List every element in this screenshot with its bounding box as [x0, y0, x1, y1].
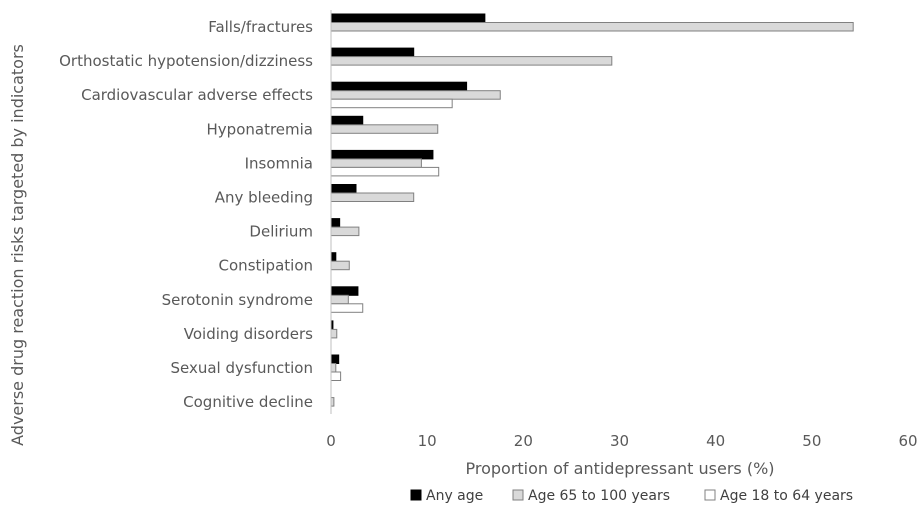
category-label: Any bleeding: [215, 189, 313, 207]
x-tick-label: 0: [326, 432, 336, 450]
category-label: Constipation: [219, 257, 313, 275]
legend-label: Any age: [426, 488, 483, 504]
bar: [330, 260, 350, 271]
x-tick-labels: 0 10 20 30 40 50 60: [326, 432, 917, 450]
bar: [330, 371, 342, 381]
category-label: Insomnia: [245, 154, 313, 172]
bar: [330, 90, 501, 100]
bar: [330, 303, 364, 313]
x-axis-title: Proportion of antidepressant users (%): [465, 459, 774, 478]
bar: [330, 184, 357, 194]
category-label: Voiding disorders: [184, 325, 313, 343]
category-label: Falls/fractures: [208, 18, 313, 36]
bar: [330, 252, 337, 262]
bar: [330, 294, 349, 305]
bar: [330, 47, 415, 58]
bar: [330, 226, 360, 237]
x-tick-label: 50: [802, 432, 821, 450]
category-label: Sexual dysfunction: [171, 359, 314, 377]
category-label: Delirium: [249, 223, 313, 241]
bar: [330, 354, 340, 364]
x-tick-label: 10: [418, 432, 437, 450]
bar: [330, 158, 422, 168]
category-label: Cardiovascular adverse effects: [81, 86, 313, 104]
bar: [330, 166, 440, 177]
bar: [330, 328, 338, 339]
x-tick-label: 60: [898, 432, 917, 450]
bar: [330, 149, 434, 160]
category-label: Hyponatremia: [207, 120, 313, 138]
bar: [330, 124, 439, 134]
x-tick-label: 20: [514, 432, 533, 450]
category-label: Serotonin syndrome: [162, 291, 313, 309]
category-label: Orthostatic hypotension/dizziness: [59, 52, 313, 70]
bar: [330, 286, 359, 296]
bar: [330, 363, 337, 373]
bar: [330, 22, 854, 32]
bar: [330, 56, 613, 66]
bar: [330, 218, 341, 228]
legend-label: Age 65 to 100 years: [528, 488, 670, 504]
category-labels: Falls/fractures Orthostatic hypotension/d…: [59, 18, 313, 411]
x-tick-label: 40: [706, 432, 725, 450]
bar: [330, 192, 415, 202]
legend-swatch: [512, 489, 524, 501]
bar: [330, 98, 453, 109]
category-label: Cognitive decline: [183, 393, 313, 411]
legend-swatch: [410, 489, 422, 501]
legend: Any age Age 65 to 100 years Age 18 to 64 y…: [410, 488, 853, 504]
bar: [330, 115, 364, 126]
bar: [330, 13, 486, 23]
legend-label: Age 18 to 64 years: [720, 488, 853, 504]
legend-swatch: [704, 489, 716, 501]
bars: [330, 13, 854, 407]
bar: [330, 81, 468, 92]
y-axis-title: Adverse drug reaction risks targeted by …: [8, 44, 27, 446]
x-tick-label: 30: [610, 432, 629, 450]
